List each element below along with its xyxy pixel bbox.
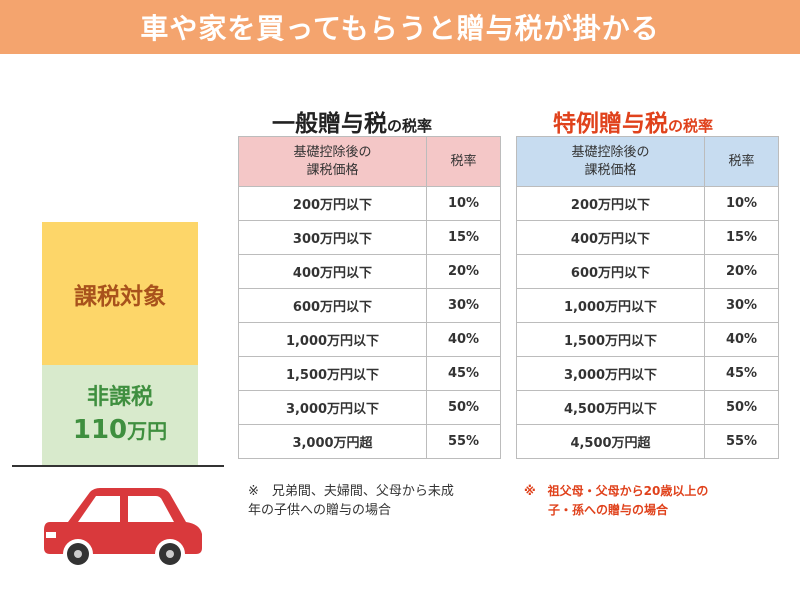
price-cell: 3,000万円超 [238, 424, 427, 459]
price-cell: 1,500万円以下 [516, 322, 705, 357]
rate-cell: 55% [704, 424, 779, 459]
header-tax-rate: 税率 [426, 136, 501, 187]
special-rate-table: 基礎控除後の 課税価格 税率 200万円以下 10% 400万円以下 15% 600万… [516, 136, 779, 459]
price-cell: 4,500万円超 [516, 424, 705, 459]
header-tax-rate: 税率 [704, 136, 779, 187]
rate-cell: 30% [704, 288, 779, 323]
table-row: 400万円以下 20% [238, 254, 501, 289]
table-row: 1,500万円以下 40% [516, 322, 779, 357]
special-note: ※ 祖父母・父母から20歳以上の 子・孫への贈与の場合 [524, 484, 709, 517]
rate-cell: 45% [426, 356, 501, 391]
price-cell: 200万円以下 [238, 186, 427, 221]
title-banner: 車や家を買ってもらうと贈与税が掛かる [0, 0, 800, 54]
taxable-label: 課税対象 [74, 283, 166, 310]
special-table-title: 特例贈与税 の税率 [553, 111, 714, 137]
rate-cell: 45% [704, 356, 779, 391]
price-cell: 1,500万円以下 [238, 356, 427, 391]
non-taxable-portion: 非課税 110万円 [42, 365, 198, 465]
rate-cell: 50% [704, 390, 779, 425]
price-cell: 300万円以下 [238, 220, 427, 255]
table-row: 600万円以下 30% [238, 288, 501, 323]
table-row: 1,000万円以下 40% [238, 322, 501, 357]
rate-cell: 20% [704, 254, 779, 289]
price-cell: 600万円以下 [238, 288, 427, 323]
table-row: 4,500万円超 55% [516, 424, 779, 459]
table-row: 400万円以下 15% [516, 220, 779, 255]
price-cell: 1,000万円以下 [516, 288, 705, 323]
general-rate-table: 基礎控除後の 課税価格 税率 200万円以下 10% 300万円以下 15% 400万… [238, 136, 501, 459]
rate-cell: 15% [426, 220, 501, 255]
table-row: 3,000万円以下 45% [516, 356, 779, 391]
table-row: 3,000万円以下 50% [238, 390, 501, 425]
rate-cell: 20% [426, 254, 501, 289]
price-cell: 600万円以下 [516, 254, 705, 289]
table-header-row: 基礎控除後の 課税価格 税率 [516, 136, 779, 187]
table-row: 1,000万円以下 30% [516, 288, 779, 323]
table-row: 200万円以下 10% [516, 186, 779, 221]
divider-line [12, 465, 224, 467]
rate-cell: 55% [426, 424, 501, 459]
car-icon [44, 488, 202, 569]
general-note: ※ 兄弟間、夫婦間、父母から未成 年の子供への贈与の場合 [248, 484, 454, 518]
table-row: 200万円以下 10% [238, 186, 501, 221]
price-cell: 3,000万円以下 [516, 356, 705, 391]
table-row: 600万円以下 20% [516, 254, 779, 289]
rate-cell: 30% [426, 288, 501, 323]
rate-cell: 10% [704, 186, 779, 221]
non-taxable-label: 非課税 [86, 384, 153, 410]
table-row: 1,500万円以下 45% [238, 356, 501, 391]
price-cell: 1,000万円以下 [238, 322, 427, 357]
price-cell: 4,500万円以下 [516, 390, 705, 425]
non-taxable-amount: 110万円 [72, 414, 168, 445]
general-table-title: 一般贈与税 の税率 [272, 111, 433, 137]
table-row: 4,500万円以下 50% [516, 390, 779, 425]
table-row: 3,000万円超 55% [238, 424, 501, 459]
table-row: 300万円以下 15% [238, 220, 501, 255]
rate-cell: 40% [704, 322, 779, 357]
page-title: 車や家を買ってもらうと贈与税が掛かる [140, 12, 660, 45]
table-header-row: 基礎控除後の 課税価格 税率 [238, 136, 501, 187]
header-taxable-price: 基礎控除後の 課税価格 [516, 136, 705, 187]
rate-cell: 10% [426, 186, 501, 221]
rate-cell: 40% [426, 322, 501, 357]
price-cell: 200万円以下 [516, 186, 705, 221]
price-cell: 3,000万円以下 [238, 390, 427, 425]
rate-cell: 15% [704, 220, 779, 255]
rate-cell: 50% [426, 390, 501, 425]
header-taxable-price: 基礎控除後の 課税価格 [238, 136, 427, 187]
price-cell: 400万円以下 [238, 254, 427, 289]
price-cell: 400万円以下 [516, 220, 705, 255]
taxable-portion: 課税対象 [42, 222, 198, 365]
